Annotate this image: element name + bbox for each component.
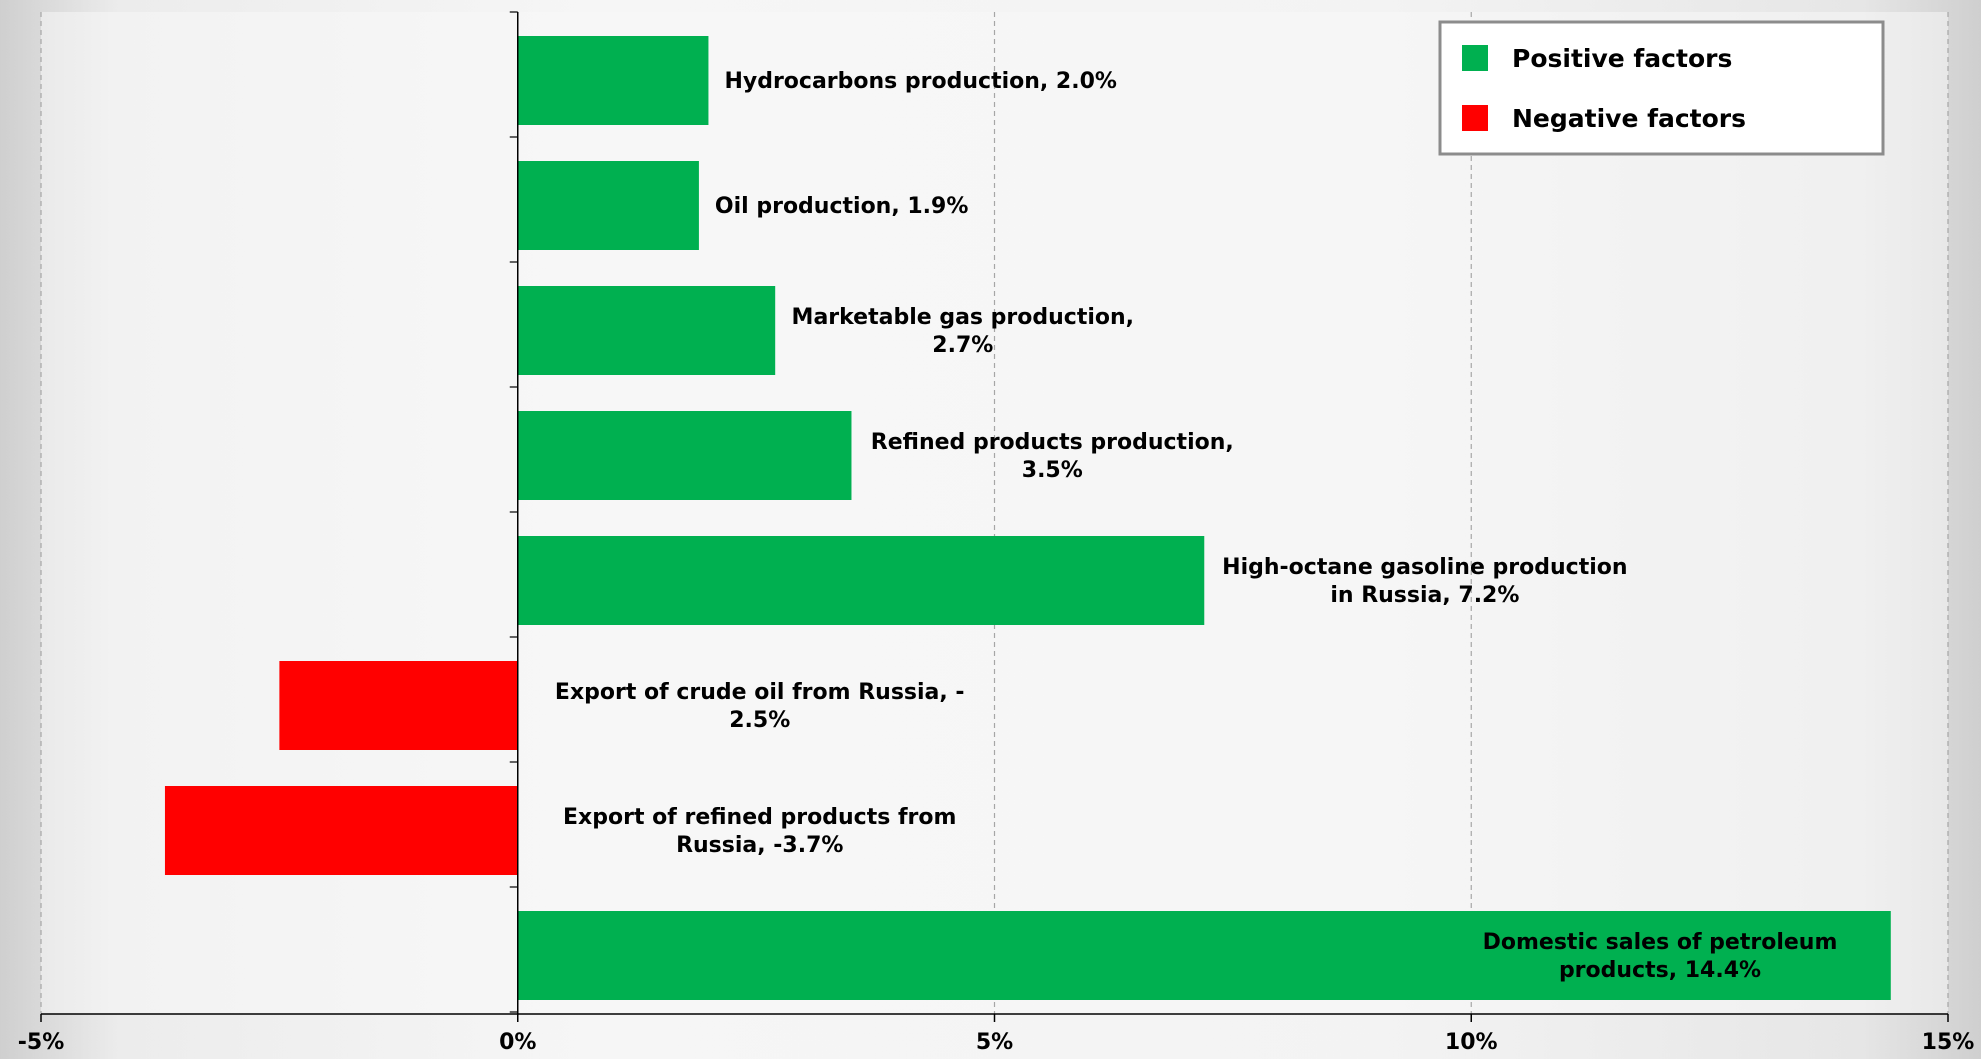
axes: -5% 0% 5% 10% 15% [18,11,1975,1055]
bar-data-label-line: Export of refined products from [563,805,956,830]
bar [517,286,776,375]
bar-data-label-line: in Russia, 7.2% [1330,583,1519,608]
bar-data-label-line: High-octane gasoline production [1222,555,1627,580]
bar-data-label-line: products, 14.4% [1559,958,1761,983]
bar-data-label-line: Russia, -3.7% [676,833,843,858]
bar-data-label: Domestic sales of petroleum products, 14.… [1483,930,1838,983]
bar-labels: Hydrocarbons production, 2.0% Oil product… [555,69,1837,983]
bar [517,911,1891,1000]
bar-data-label: Hydrocarbons production, 2.0% [724,69,1117,94]
bar-data-label-line: Export of crude oil from Russia, - [555,680,965,705]
legend-swatch [1462,105,1488,131]
bar-data-label-line: 2.7% [932,333,993,358]
legend-box [1438,20,1885,156]
bar-data-label-line: 3.5% [1022,458,1083,483]
bar [517,36,709,125]
x-tick-label: 15% [1922,1030,1975,1055]
bar-data-label-line: Hydrocarbons production, 2.0% [724,69,1117,94]
bar-data-label-line: 2.5% [729,708,790,733]
bars [164,36,1891,1000]
bar [517,161,699,250]
bar-data-label: Refined products production, 3.5% [871,430,1234,483]
x-tick-label: 5% [976,1030,1013,1055]
x-tick-label: 10% [1445,1030,1498,1055]
bar-data-label: Export of refined products from Russia, -… [563,805,956,858]
bar-data-label: High-octane gasoline production in Russia… [1222,555,1627,608]
bar [164,786,518,875]
bar-data-label-line: Marketable gas production, [792,305,1134,330]
x-tick-label: 0% [499,1030,536,1055]
bar-data-label: Export of crude oil from Russia, - 2.5% [555,680,965,733]
bar [279,661,518,750]
legend-label: Positive factors [1512,44,1732,73]
bar-data-label: Marketable gas production, 2.7% [792,305,1134,358]
bar [517,536,1205,625]
grid-lines [40,12,1949,1014]
legend-label: Negative factors [1512,104,1746,133]
bar-data-label-line: Oil production, 1.9% [715,194,968,219]
legend: Positive factors Negative factors [1438,20,1885,156]
bar-data-label-line: Domestic sales of petroleum [1483,930,1838,955]
legend-swatch [1462,45,1488,71]
x-tick-label: -5% [18,1030,64,1055]
bar [517,411,852,500]
bar-data-label: Oil production, 1.9% [715,194,968,219]
bar-data-label-line: Refined products production, [871,430,1234,455]
